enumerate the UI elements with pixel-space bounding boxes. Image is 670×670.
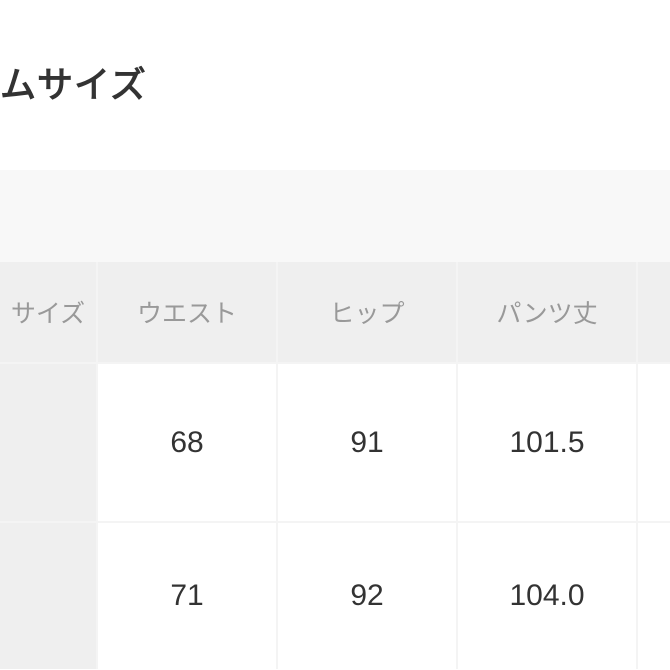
table-cell: 101.5 xyxy=(458,364,636,521)
table-cell: 92 xyxy=(278,523,456,669)
table-cell: 104.0 xyxy=(458,523,636,669)
header-pants-length: パンツ丈 xyxy=(458,262,636,362)
table-cell xyxy=(638,364,670,521)
table-cell: 91 xyxy=(278,364,456,521)
header-waist: ウエスト xyxy=(98,262,276,362)
header-extra xyxy=(638,262,670,362)
size-table: サイズ ウエスト ヒップ パンツ丈 68 91 101.5 71 92 104.… xyxy=(0,262,670,669)
header-size: サイズ xyxy=(0,262,96,362)
header-hip: ヒップ xyxy=(278,262,456,362)
section-title: ムサイズ xyxy=(0,65,147,106)
table-cell: 68 xyxy=(98,364,276,521)
row-label xyxy=(0,523,96,669)
table-cell: 71 xyxy=(98,523,276,669)
table-cell xyxy=(638,523,670,669)
table-caption-band xyxy=(0,170,670,262)
row-label xyxy=(0,364,96,521)
